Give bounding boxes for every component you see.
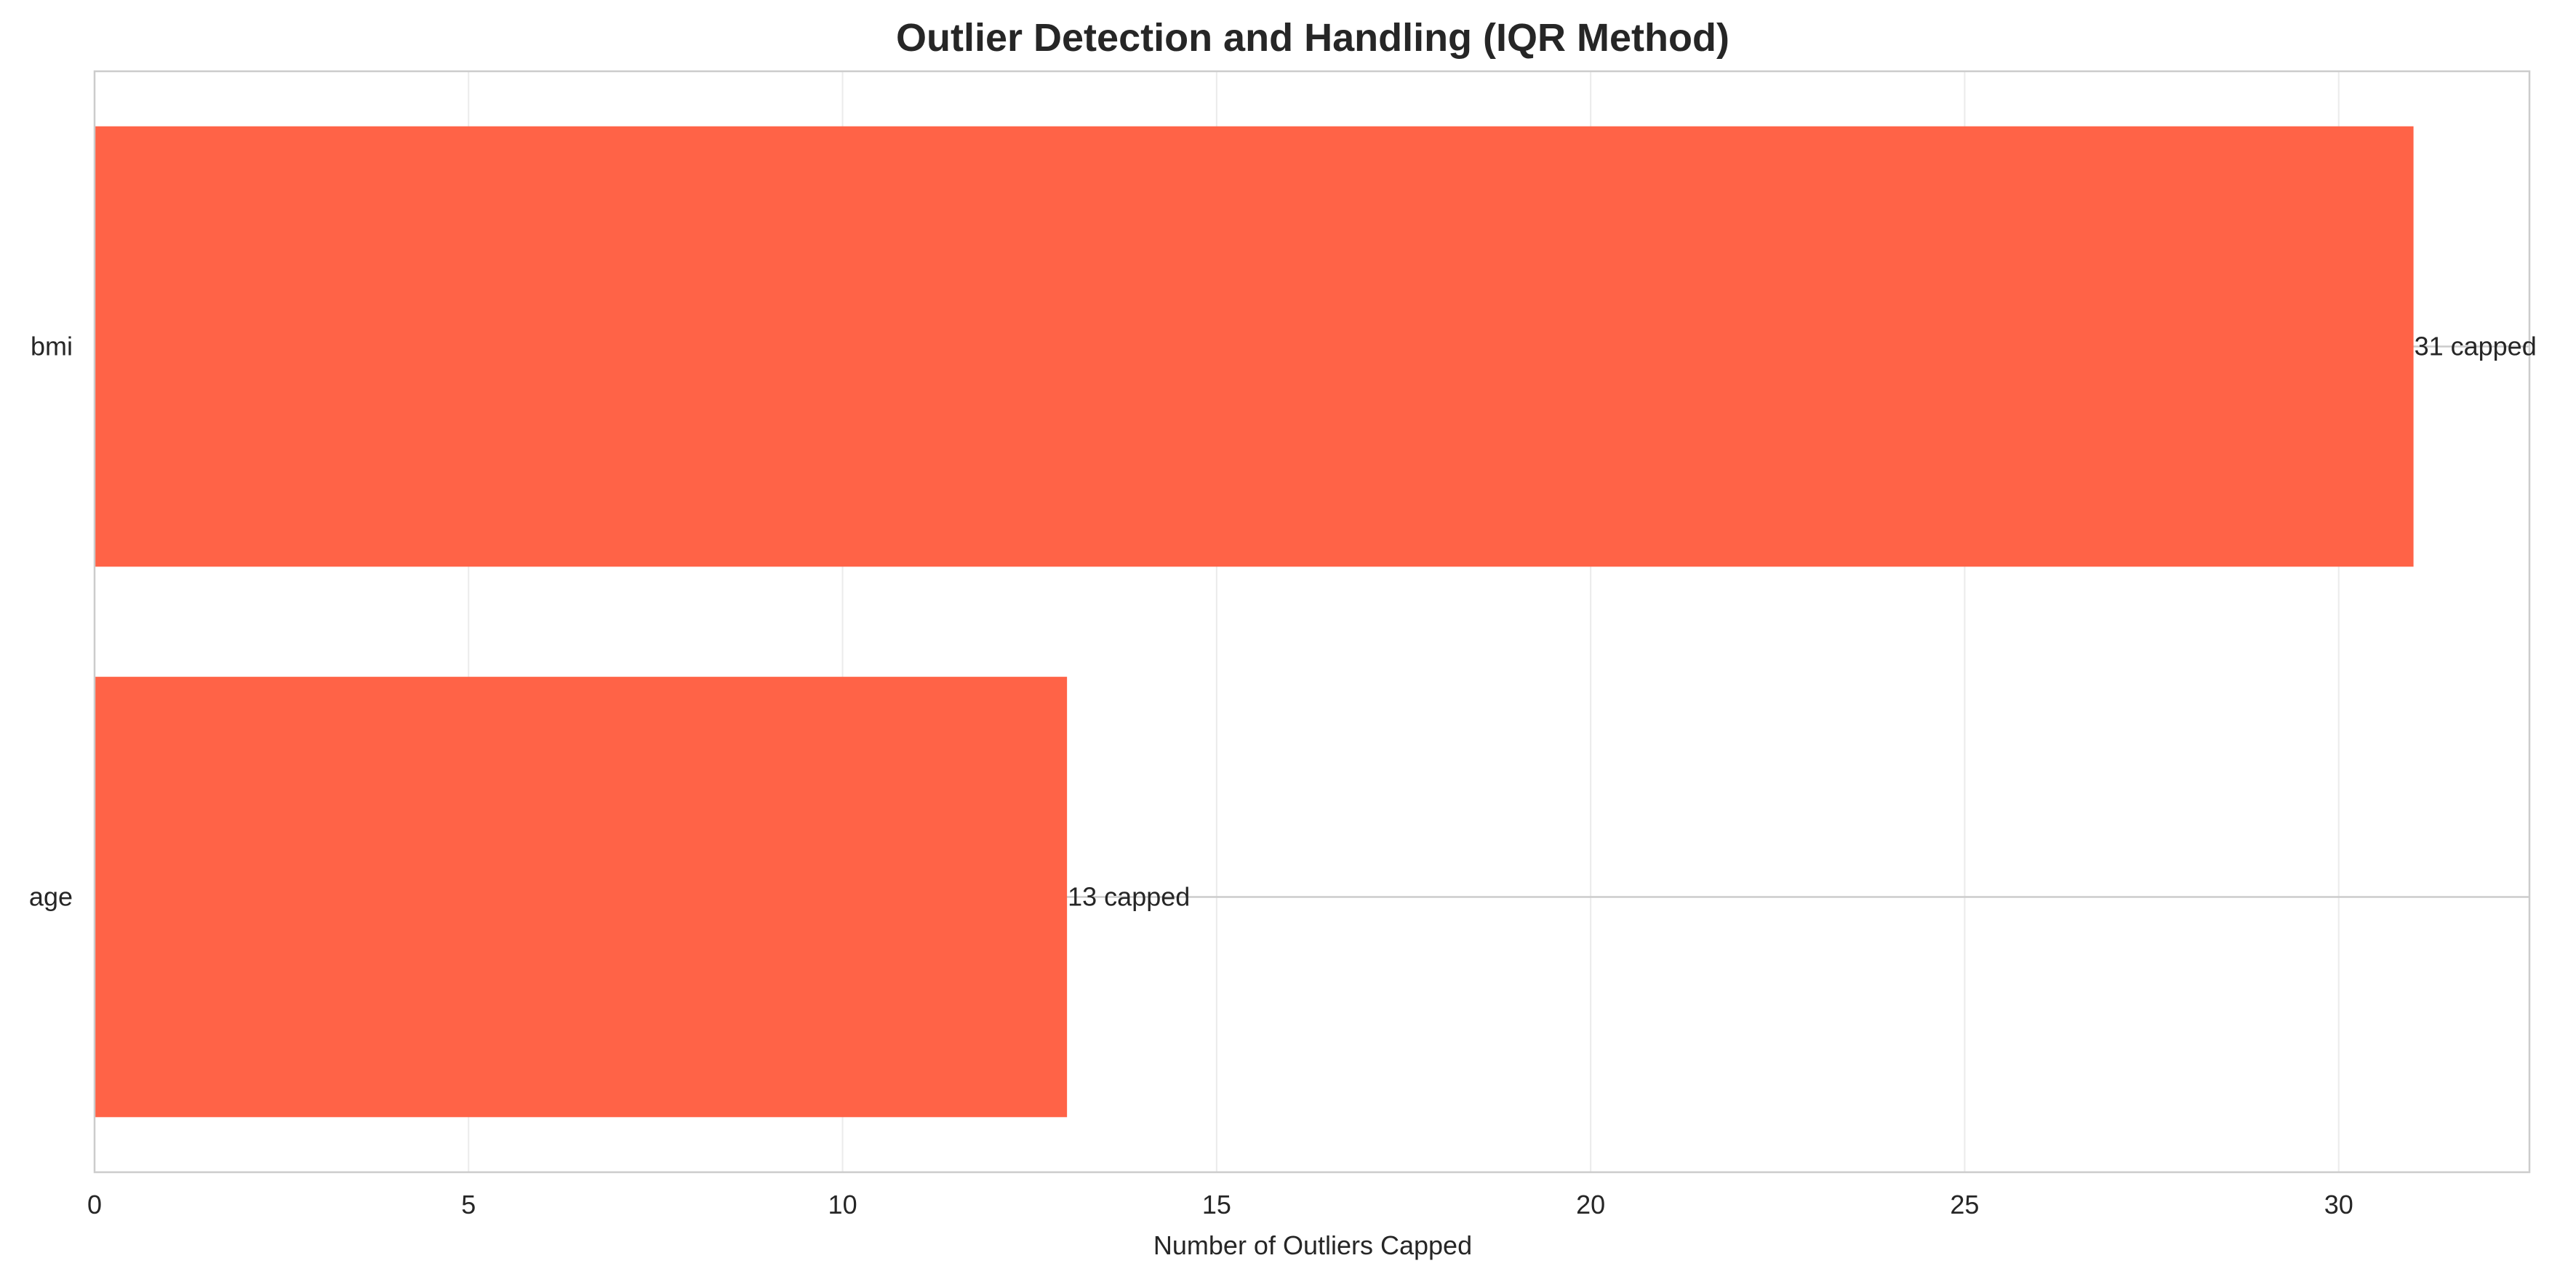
x-axis-label: Number of Outliers Capped [1153, 1230, 1472, 1260]
bar-age [95, 676, 1068, 1118]
data-label-age: 13 capped [1068, 882, 1190, 912]
plot-border [93, 70, 2531, 1174]
plot-frame [93, 70, 2531, 1174]
y-tick-labels: bmi age [29, 332, 73, 912]
x-tick-label: 25 [1950, 1190, 1979, 1219]
x-tick-label: 15 [1202, 1190, 1231, 1219]
x-tick-label: 20 [1576, 1190, 1605, 1219]
y-tick-label-bmi: bmi [31, 332, 73, 361]
bars [95, 126, 2414, 1118]
chart-title: Outlier Detection and Handling (IQR Meth… [896, 16, 1729, 60]
data-labels: 31 capped 13 capped [1068, 332, 2537, 912]
x-tick-label: 5 [461, 1190, 476, 1219]
x-tick-label: 30 [2324, 1190, 2353, 1219]
x-tick-label: 10 [828, 1190, 857, 1219]
data-label-bmi: 31 capped [2415, 332, 2537, 361]
y-tick-label-age: age [29, 882, 73, 912]
x-tick-labels: 0 5 10 15 20 25 30 [87, 1190, 2353, 1219]
x-tick-label: 0 [87, 1190, 102, 1219]
bar-bmi [95, 126, 2414, 567]
